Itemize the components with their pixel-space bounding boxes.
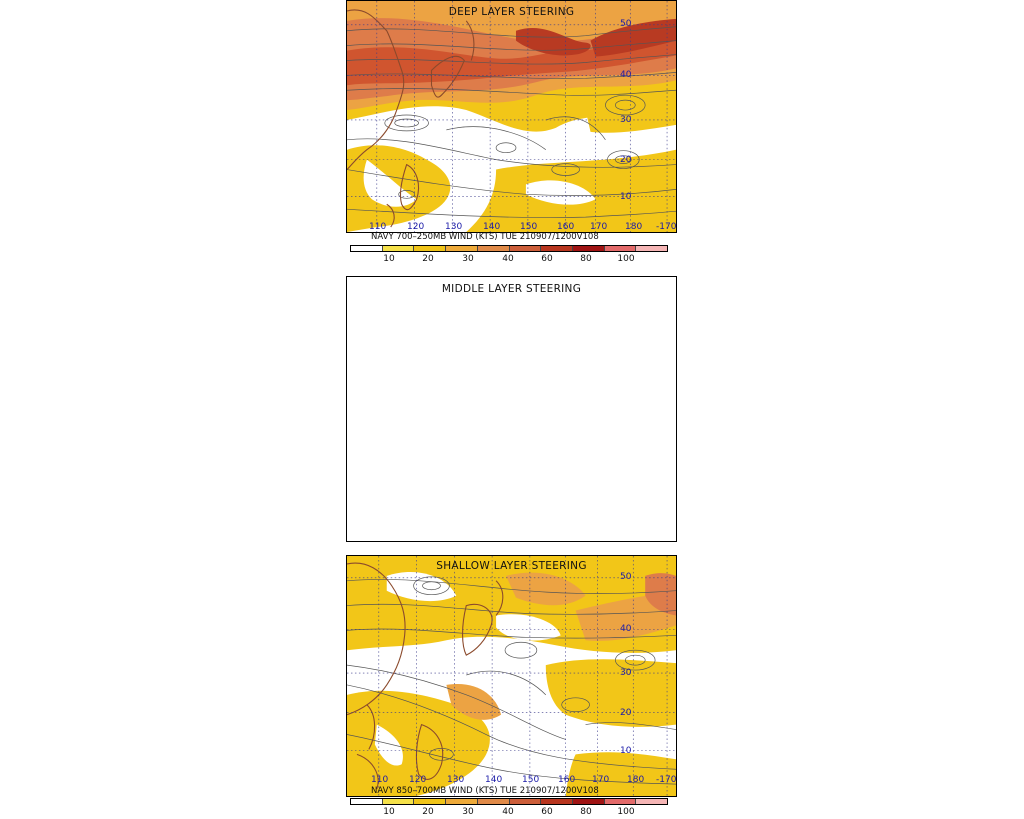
lat-label: 20 xyxy=(620,708,632,718)
colorbar-swatch xyxy=(509,246,542,251)
lon-label: 110 xyxy=(369,222,387,232)
colorbar-swatch xyxy=(541,246,573,251)
colorbar-tick: 80 xyxy=(580,254,592,264)
colorbar-tick: 80 xyxy=(580,807,592,817)
colorbar-tick: 10 xyxy=(383,807,395,817)
lon-label: 160 xyxy=(558,775,576,785)
colorbar-tick: 30 xyxy=(462,254,474,264)
lon-label: 170 xyxy=(592,775,610,785)
lat-label: 30 xyxy=(620,115,632,125)
colorbar-swatch xyxy=(572,246,605,251)
lon-label: 130 xyxy=(445,222,463,232)
shallow-layer-caption: NAVY 850–700MB WIND (KTS) TUE 210907/120… xyxy=(371,786,599,796)
lon-label: 160 xyxy=(557,222,575,232)
colorbar-swatch xyxy=(477,246,510,251)
deep-layer-colorbar-ticks: 10 20 30 40 60 80 100 xyxy=(350,254,668,266)
middle-layer-title: MIDDLE LAYER STEERING xyxy=(441,283,582,295)
shallow-layer-map xyxy=(347,556,676,796)
colorbar-tick: 20 xyxy=(422,807,434,817)
lon-label: 110 xyxy=(371,775,389,785)
lon-label: 140 xyxy=(483,222,501,232)
lon-label: 150 xyxy=(522,775,540,785)
lat-label: 20 xyxy=(620,155,632,165)
colorbar-swatch xyxy=(636,246,668,251)
colorbar-tick: 100 xyxy=(617,254,635,264)
lat-label: 50 xyxy=(620,572,632,582)
colorbar-swatch xyxy=(477,799,510,804)
lon-label: 170 xyxy=(590,222,608,232)
colorbar-swatch xyxy=(382,246,415,251)
colorbar-swatch xyxy=(604,799,637,804)
colorbar-swatch xyxy=(541,799,573,804)
shallow-layer-title: SHALLOW LAYER STEERING xyxy=(436,560,587,572)
colorbar-tick: 100 xyxy=(617,807,635,817)
lat-label: 40 xyxy=(620,70,632,80)
colorbar-swatch xyxy=(351,799,383,804)
deep-layer-title: DEEP LAYER STEERING xyxy=(448,6,575,18)
lon-label: 120 xyxy=(409,775,427,785)
lon-label: 130 xyxy=(447,775,465,785)
lat-label: 30 xyxy=(620,668,632,678)
colorbar-tick: 60 xyxy=(541,807,553,817)
colorbar-swatch xyxy=(572,799,605,804)
deep-layer-caption: NAVY 700–250MB WIND (KTS) TUE 210907/120… xyxy=(371,232,599,242)
colorbar-swatch xyxy=(382,799,415,804)
lon-label: -170 xyxy=(656,222,677,232)
shallow-layer-colorbar xyxy=(350,798,668,805)
colorbar-tick: 20 xyxy=(422,254,434,264)
colorbar-swatch xyxy=(446,246,478,251)
shallow-layer-colorbar-ticks: 10 20 30 40 60 80 100 xyxy=(350,807,668,819)
colorbar-tick: 60 xyxy=(541,254,553,264)
colorbar-swatch xyxy=(414,799,447,804)
shallow-layer-panel: SHALLOW LAYER STEERING 50 40 30 20 10 11… xyxy=(346,555,677,797)
colorbar-tick: 40 xyxy=(502,807,514,817)
lon-label: 180 xyxy=(627,775,645,785)
lat-label: 50 xyxy=(620,19,632,29)
middle-layer-panel: MIDDLE LAYER STEERING xyxy=(346,276,677,542)
colorbar-tick: 30 xyxy=(462,807,474,817)
colorbar-swatch xyxy=(446,799,478,804)
deep-layer-colorbar xyxy=(350,245,668,252)
colorbar-swatch xyxy=(414,246,447,251)
colorbar-swatch xyxy=(604,246,637,251)
deep-layer-panel: DEEP LAYER STEERING 50 40 30 20 10 110 1… xyxy=(346,0,677,233)
lat-label: 10 xyxy=(620,746,632,756)
lon-label: 150 xyxy=(520,222,538,232)
colorbar-tick: 10 xyxy=(383,254,395,264)
lon-label: -170 xyxy=(656,775,677,785)
colorbar-swatch xyxy=(509,799,542,804)
colorbar-tick: 40 xyxy=(502,254,514,264)
lat-label: 10 xyxy=(620,192,632,202)
lon-label: 140 xyxy=(485,775,503,785)
lon-label: 180 xyxy=(625,222,643,232)
lat-label: 40 xyxy=(620,624,632,634)
lon-label: 120 xyxy=(407,222,425,232)
colorbar-swatch xyxy=(351,246,383,251)
colorbar-swatch xyxy=(636,799,668,804)
deep-layer-map xyxy=(347,1,676,232)
